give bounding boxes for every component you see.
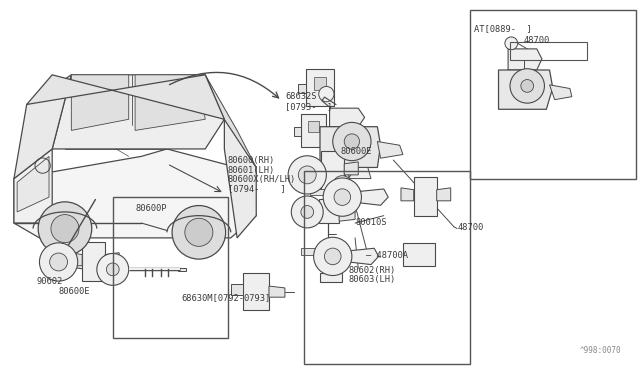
Polygon shape (231, 284, 243, 295)
Polygon shape (358, 189, 388, 205)
Polygon shape (310, 189, 326, 195)
Polygon shape (378, 141, 403, 158)
Bar (319, 199, 339, 223)
Polygon shape (320, 127, 381, 167)
Text: 48700: 48700 (524, 36, 550, 45)
Circle shape (314, 237, 352, 276)
Polygon shape (105, 253, 119, 266)
Polygon shape (550, 85, 572, 100)
Circle shape (172, 206, 226, 259)
Bar (82, 241, 105, 280)
Bar (510, 42, 586, 60)
Polygon shape (499, 70, 553, 109)
Bar (306, 69, 334, 106)
Text: — 48700A: — 48700A (366, 251, 408, 260)
Circle shape (324, 248, 341, 265)
Text: 48700: 48700 (457, 223, 483, 232)
Polygon shape (225, 119, 256, 238)
Circle shape (51, 215, 79, 243)
Polygon shape (178, 267, 186, 271)
Polygon shape (69, 253, 82, 266)
Polygon shape (27, 75, 225, 119)
Text: [0793-  ]: [0793- ] (285, 102, 332, 111)
Circle shape (97, 253, 129, 285)
Text: 80010S: 80010S (355, 218, 387, 227)
Polygon shape (14, 149, 256, 238)
Circle shape (344, 134, 360, 149)
Circle shape (50, 253, 67, 271)
Text: 80600E: 80600E (59, 287, 90, 296)
Circle shape (298, 166, 316, 184)
Text: 80603(LH): 80603(LH) (349, 275, 396, 284)
Polygon shape (294, 128, 301, 136)
Text: 90602: 90602 (36, 277, 63, 286)
Polygon shape (349, 248, 379, 264)
Circle shape (40, 243, 77, 281)
Circle shape (334, 189, 351, 205)
Polygon shape (339, 206, 355, 221)
Polygon shape (52, 75, 225, 149)
Polygon shape (17, 156, 49, 212)
Circle shape (323, 178, 362, 216)
Bar (413, 177, 436, 216)
Bar (403, 243, 435, 266)
Polygon shape (269, 286, 285, 297)
Circle shape (319, 86, 334, 102)
Circle shape (185, 218, 213, 246)
Circle shape (339, 182, 350, 193)
Bar (308, 121, 319, 132)
Bar (470, 10, 636, 179)
Circle shape (505, 37, 518, 50)
Polygon shape (14, 149, 52, 223)
Circle shape (106, 263, 119, 276)
Circle shape (521, 80, 534, 92)
Polygon shape (308, 162, 321, 175)
Text: 68630M[0792-0793]: 68630M[0792-0793] (182, 294, 271, 302)
Circle shape (333, 122, 371, 161)
Text: 80600X(RH/LH): 80600X(RH/LH) (228, 175, 296, 184)
Polygon shape (508, 49, 542, 70)
Polygon shape (344, 162, 358, 175)
Circle shape (510, 69, 545, 103)
Polygon shape (436, 188, 451, 201)
Text: ^998:0070: ^998:0070 (579, 346, 621, 355)
Bar (304, 171, 470, 364)
Polygon shape (401, 188, 413, 201)
Polygon shape (205, 75, 256, 167)
Polygon shape (135, 75, 205, 131)
Polygon shape (97, 251, 100, 273)
Polygon shape (330, 108, 365, 127)
Text: 80602(RH): 80602(RH) (349, 266, 396, 275)
Circle shape (291, 196, 323, 228)
Text: 68632S: 68632S (285, 92, 316, 101)
Text: 80600E: 80600E (340, 147, 372, 156)
Polygon shape (71, 75, 129, 131)
Polygon shape (74, 253, 102, 271)
Text: 80601(LH): 80601(LH) (228, 166, 275, 174)
Circle shape (38, 202, 92, 256)
Bar (243, 273, 269, 310)
Bar (320, 273, 342, 282)
Bar (301, 114, 326, 147)
Polygon shape (346, 164, 349, 186)
Text: 80600P: 80600P (135, 204, 167, 213)
Bar (321, 151, 344, 190)
Circle shape (301, 206, 314, 218)
Bar (113, 197, 228, 338)
Circle shape (333, 176, 352, 195)
Polygon shape (298, 84, 306, 93)
Text: [0794-    ]: [0794- ] (228, 184, 285, 193)
Polygon shape (323, 166, 351, 184)
Polygon shape (301, 248, 317, 254)
Bar (314, 77, 326, 90)
Circle shape (288, 156, 326, 194)
Text: 80600(RH): 80600(RH) (228, 156, 275, 165)
Text: AT[0889-  ]: AT[0889- ] (474, 24, 532, 33)
Polygon shape (342, 167, 371, 179)
Polygon shape (14, 75, 71, 179)
